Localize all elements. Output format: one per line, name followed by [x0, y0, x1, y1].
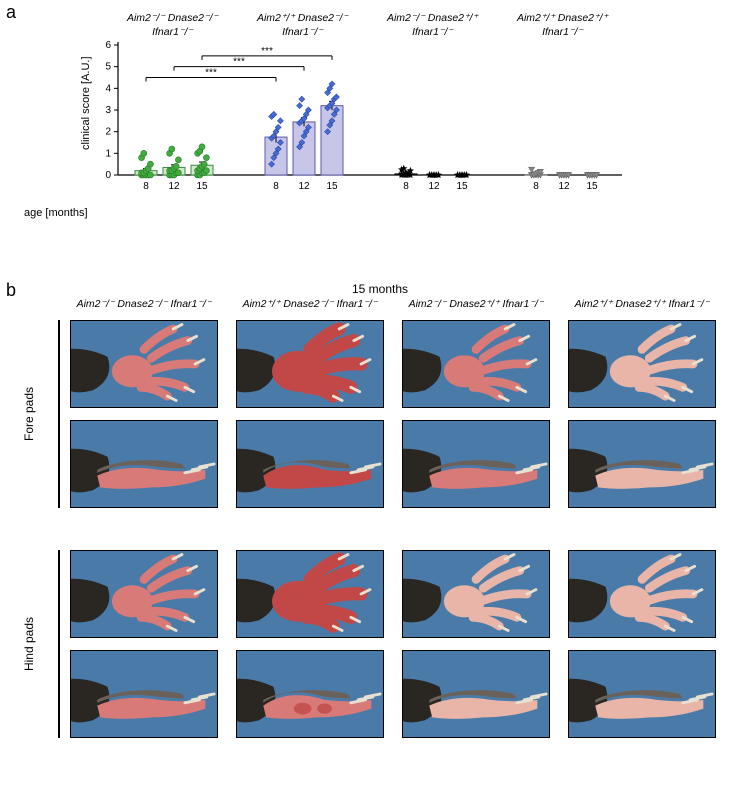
row-group-line-fore [58, 320, 60, 508]
svg-text:12: 12 [558, 181, 570, 192]
svg-text:***: *** [205, 68, 217, 79]
svg-text:2: 2 [105, 127, 111, 138]
svg-text:***: *** [233, 57, 245, 68]
photo-col-header-3: Aim2⁺/⁺ Dnase2⁺/⁺ Ifnar1⁻/⁻ [568, 298, 716, 310]
paw-photo-r0-c1 [236, 320, 384, 408]
row-group-label-fore: Fore pads [22, 387, 36, 441]
clinical-score-chart: 012345681215812158121581215********* [100, 20, 630, 200]
paw-photo-r1-c2 [402, 420, 550, 508]
svg-text:4: 4 [105, 83, 111, 94]
photo-col-header-2: Aim2⁻/⁻ Dnase2⁺/⁺ Ifnar1⁻/⁻ [402, 298, 550, 310]
svg-text:8: 8 [143, 181, 149, 192]
svg-text:15: 15 [456, 181, 468, 192]
paw-photo-r2-c1 [236, 550, 384, 638]
genotype-header-1: Aim2⁺/⁺ Dnase2⁻/⁻Ifnar1⁻/⁻ [250, 12, 355, 39]
chart-container: Aim2⁻/⁻ Dnase2⁻/⁻Ifnar1⁻/⁻ Aim2⁺/⁺ Dnase… [100, 20, 630, 200]
panel-label-a: a [6, 2, 16, 23]
paw-photo-r3-c0 [70, 650, 218, 738]
svg-text:15: 15 [196, 181, 208, 192]
x-axis-label: age [months] [24, 207, 88, 219]
y-axis-label: clinical score [A.U.] [80, 56, 92, 150]
svg-text:15: 15 [586, 181, 598, 192]
genotype-header-3: Aim2⁺/⁺ Dnase2⁺/⁺Ifnar1⁻/⁻ [510, 12, 615, 39]
photo-panel-title: 15 months [40, 282, 720, 296]
photo-col-header-1: Aim2⁺/⁺ Dnase2⁻/⁻ Ifnar1⁻/⁻ [236, 298, 384, 310]
paw-photo-r3-c1 [236, 650, 384, 738]
svg-text:1: 1 [105, 148, 111, 159]
svg-text:8: 8 [403, 181, 409, 192]
svg-text:12: 12 [298, 181, 310, 192]
panel-label-b: b [6, 280, 16, 301]
genotype-header-0: Aim2⁻/⁻ Dnase2⁻/⁻Ifnar1⁻/⁻ [120, 12, 225, 39]
svg-text:5: 5 [105, 62, 111, 73]
svg-text:6: 6 [105, 40, 111, 51]
paw-photo-r1-c3 [568, 420, 716, 508]
paw-photo-r1-c0 [70, 420, 218, 508]
row-group-label-hind: Hind pads [22, 617, 36, 671]
svg-text:8: 8 [533, 181, 539, 192]
paw-photo-r3-c2 [402, 650, 550, 738]
paw-photo-r2-c0 [70, 550, 218, 638]
paw-photo-r3-c3 [568, 650, 716, 738]
paw-photo-r0-c2 [402, 320, 550, 408]
paw-photo-r0-c0 [70, 320, 218, 408]
photo-col-header-0: Aim2⁻/⁻ Dnase2⁻/⁻ Ifnar1⁻/⁻ [70, 298, 218, 310]
svg-text:12: 12 [168, 181, 180, 192]
svg-text:8: 8 [273, 181, 279, 192]
svg-text:15: 15 [326, 181, 338, 192]
row-group-line-hind [58, 550, 60, 738]
paw-photo-r0-c3 [568, 320, 716, 408]
svg-text:3: 3 [105, 105, 111, 116]
paw-photo-r2-c3 [568, 550, 716, 638]
svg-text:12: 12 [428, 181, 440, 192]
svg-text:***: *** [261, 46, 273, 57]
paw-photo-r2-c2 [402, 550, 550, 638]
paw-photo-r1-c1 [236, 420, 384, 508]
genotype-header-2: Aim2⁻/⁻ Dnase2⁺/⁺Ifnar1⁻/⁻ [380, 12, 485, 39]
svg-text:0: 0 [105, 170, 111, 181]
